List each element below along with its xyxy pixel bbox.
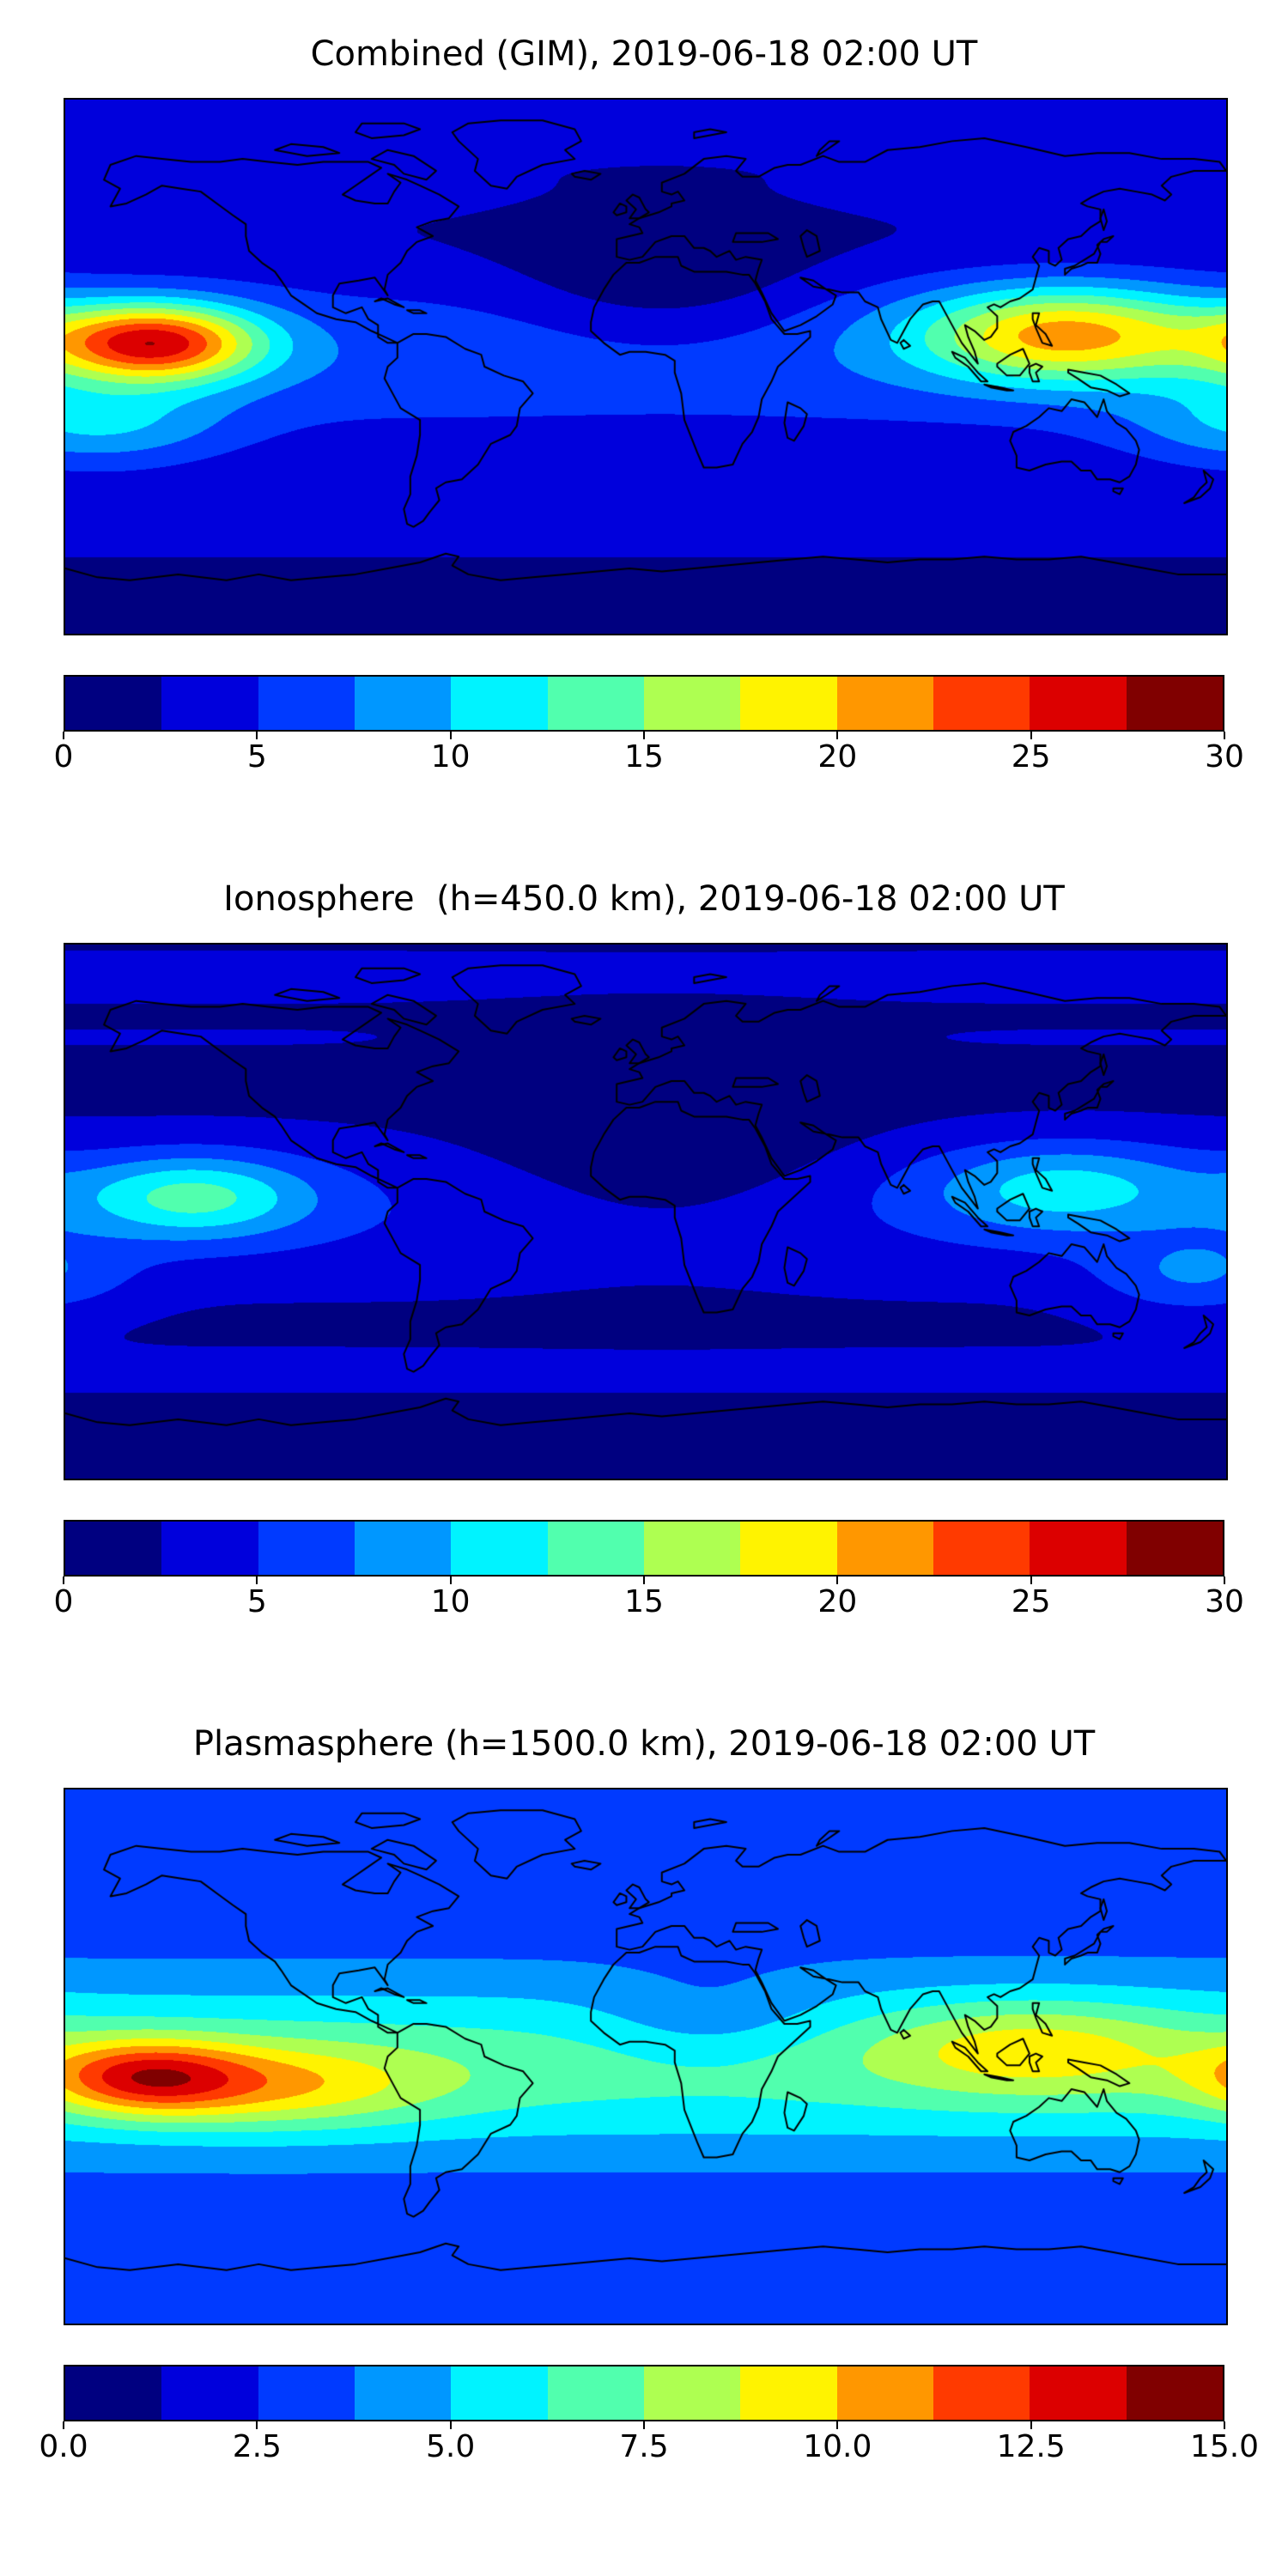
colorbar-ionosphere bbox=[64, 1520, 1224, 1577]
colorbar-segment bbox=[161, 2366, 258, 2420]
colorbar-ticks-plasmasphere: 0.0 2.5 5.0 7.5 10.0 12.5 15.0 bbox=[39, 2421, 1259, 2473]
colorbar-segment bbox=[1126, 2366, 1223, 2420]
colorbar-ticks-combined: 0 5 10 15 20 25 30 bbox=[54, 732, 1244, 783]
colorbar-segment bbox=[836, 1522, 933, 1575]
colorbar-tick-mark bbox=[643, 2421, 645, 2429]
colorbar-tick-mark bbox=[1030, 1577, 1032, 1584]
colorbar-tick-label: 10 bbox=[430, 1584, 471, 1619]
figure-root: Combined (GIM), 2019-06-18 02:00 UT 0 5 10… bbox=[39, 34, 1259, 2473]
colorbar-segment bbox=[547, 677, 644, 730]
colorbar-tick-label: 25 bbox=[1011, 1584, 1051, 1619]
colorbar-tick-label: 20 bbox=[817, 739, 858, 775]
colorbar-tick-label: 15 bbox=[624, 1584, 664, 1619]
colorbar-segment bbox=[451, 2366, 548, 2420]
colorbar-tick-label: 12.5 bbox=[996, 2429, 1066, 2464]
colorbar-tick-label: 0 bbox=[53, 739, 74, 775]
colorbar-segment bbox=[65, 1522, 162, 1575]
colorbar-tick-mark bbox=[449, 2421, 452, 2429]
colorbar-tick-label: 15 bbox=[624, 739, 664, 775]
colorbar-segment bbox=[643, 1522, 741, 1575]
world-map-canvas-combined bbox=[65, 100, 1226, 634]
colorbar-segment bbox=[643, 677, 741, 730]
colorbar-segment bbox=[933, 677, 1030, 730]
colorbar-tick-label: 5.0 bbox=[426, 2429, 476, 2464]
colorbar-tick-label: 30 bbox=[1205, 1584, 1244, 1619]
colorbar-tick-label: 10 bbox=[430, 739, 471, 775]
colorbar-tick-label: 20 bbox=[817, 1584, 858, 1619]
colorbar-tick-label: 0.0 bbox=[39, 2429, 88, 2464]
colorbar-segment bbox=[1030, 2366, 1127, 2420]
colorbar-segment bbox=[740, 2366, 837, 2420]
colorbar-segment bbox=[933, 2366, 1030, 2420]
colorbar-segment bbox=[933, 1522, 1030, 1575]
colorbar-segment bbox=[161, 677, 258, 730]
colorbar-tick-mark bbox=[643, 1577, 645, 1584]
colorbar-tick-label: 2.5 bbox=[232, 2429, 282, 2464]
colorbar-tick-mark bbox=[256, 732, 258, 739]
colorbar-segment bbox=[65, 2366, 162, 2420]
colorbar-tick-label: 15.0 bbox=[1189, 2429, 1260, 2464]
colorbar-segment bbox=[258, 1522, 355, 1575]
panel-combined-gim: Combined (GIM), 2019-06-18 02:00 UT 0 5 10… bbox=[54, 34, 1244, 783]
colorbar-segment bbox=[451, 1522, 548, 1575]
panel-ionosphere: Ionosphere (h=450.0 km), 2019-06-18 02:0… bbox=[54, 879, 1244, 1628]
colorbar-segment bbox=[1030, 1522, 1127, 1575]
colorbar-tick-mark bbox=[836, 1577, 839, 1584]
colorbar-tick-mark bbox=[1030, 2421, 1032, 2429]
world-map-ionosphere bbox=[64, 943, 1228, 1480]
colorbar-segment bbox=[451, 677, 548, 730]
colorbar-combined bbox=[64, 675, 1224, 732]
colorbar-segment bbox=[547, 2366, 644, 2420]
panel-plasmasphere: Plasmasphere (h=1500.0 km), 2019-06-18 0… bbox=[39, 1724, 1259, 2473]
colorbar-segment bbox=[258, 677, 355, 730]
colorbar-tick-mark bbox=[63, 2421, 64, 2429]
colorbar-segment bbox=[1126, 1522, 1223, 1575]
colorbar-tick-mark bbox=[1224, 1577, 1225, 1584]
colorbar-tick-label: 5 bbox=[246, 1584, 267, 1619]
colorbar-segment bbox=[836, 677, 933, 730]
colorbar-segment bbox=[354, 2366, 452, 2420]
colorbar-segment bbox=[161, 1522, 258, 1575]
colorbar-tick-mark bbox=[1030, 732, 1032, 739]
colorbar-plasmasphere bbox=[64, 2365, 1224, 2421]
colorbar-segment bbox=[643, 2366, 741, 2420]
colorbar-tick-label: 30 bbox=[1205, 739, 1244, 775]
panel-title-plasmasphere: Plasmasphere (h=1500.0 km), 2019-06-18 0… bbox=[192, 1724, 1096, 1764]
colorbar-tick-mark bbox=[256, 1577, 258, 1584]
colorbar-tick-mark bbox=[63, 732, 64, 739]
panel-title-combined: Combined (GIM), 2019-06-18 02:00 UT bbox=[310, 34, 978, 74]
world-map-combined bbox=[64, 98, 1228, 635]
colorbar-segment bbox=[1126, 677, 1223, 730]
colorbar-tick-mark bbox=[836, 732, 839, 739]
colorbar-segment bbox=[258, 2366, 355, 2420]
world-map-canvas-plasmasphere bbox=[65, 1789, 1226, 2324]
colorbar-tick-label: 0 bbox=[53, 1584, 74, 1619]
colorbar-segment bbox=[547, 1522, 644, 1575]
panel-title-ionosphere: Ionosphere (h=450.0 km), 2019-06-18 02:0… bbox=[223, 879, 1065, 919]
colorbar-segment bbox=[1030, 677, 1127, 730]
colorbar-segment bbox=[740, 1522, 837, 1575]
colorbar-tick-label: 7.5 bbox=[619, 2429, 669, 2464]
colorbar-tick-label: 5 bbox=[246, 739, 267, 775]
colorbar-segment bbox=[740, 677, 837, 730]
colorbar-segment bbox=[836, 2366, 933, 2420]
colorbar-tick-mark bbox=[1224, 732, 1225, 739]
colorbar-tick-mark bbox=[643, 732, 645, 739]
colorbar-tick-mark bbox=[449, 1577, 452, 1584]
colorbar-tick-mark bbox=[449, 732, 452, 739]
colorbar-tick-label: 10.0 bbox=[803, 2429, 872, 2464]
colorbar-tick-mark bbox=[63, 1577, 64, 1584]
world-map-plasmasphere bbox=[64, 1788, 1228, 2325]
colorbar-ticks-ionosphere: 0 5 10 15 20 25 30 bbox=[54, 1577, 1244, 1628]
world-map-canvas-ionosphere bbox=[65, 945, 1226, 1479]
colorbar-tick-mark bbox=[836, 2421, 839, 2429]
colorbar-tick-mark bbox=[1224, 2421, 1225, 2429]
colorbar-segment bbox=[65, 677, 162, 730]
colorbar-tick-label: 25 bbox=[1011, 739, 1051, 775]
colorbar-segment bbox=[354, 1522, 452, 1575]
colorbar-tick-mark bbox=[256, 2421, 258, 2429]
colorbar-segment bbox=[354, 677, 452, 730]
